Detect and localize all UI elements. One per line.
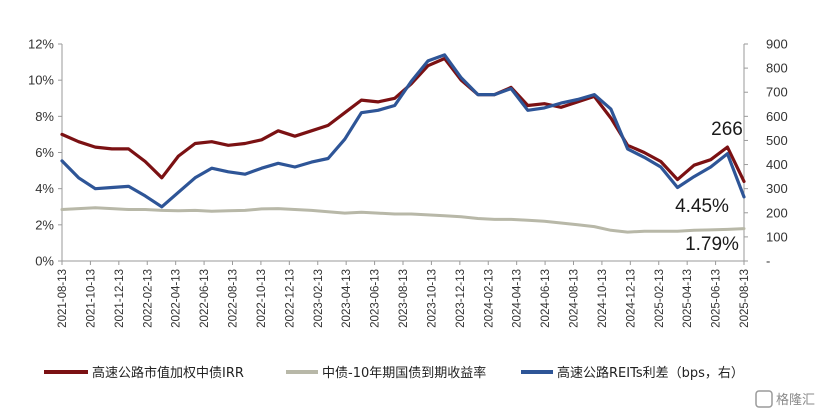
left-tick-label: 8% — [35, 109, 54, 124]
x-tick-label: 2022-06-13 — [199, 269, 211, 328]
x-tick-label: 2021-12-13 — [114, 269, 126, 328]
right-tick-label: 200 — [766, 205, 788, 220]
annotation-spread-latest: 266 — [711, 119, 743, 140]
annotation-irr-latest: 4.45% — [675, 196, 729, 217]
watermark-icon — [755, 390, 773, 408]
x-tick-label: 2022-10-13 — [256, 269, 268, 328]
x-tick-label: 2024-10-13 — [597, 269, 609, 328]
x-tick-label: 2022-02-13 — [142, 269, 154, 328]
series-line-spread — [60, 53, 746, 209]
left-tick-label: 2% — [35, 217, 54, 232]
x-tick-label: 2021-10-13 — [85, 269, 97, 328]
x-tick-label: 2025-04-13 — [682, 269, 694, 328]
left-axis: 0% 2% 4% 6% 8% 10% 12% — [28, 37, 62, 269]
x-tick-label: 2024-04-13 — [512, 269, 524, 328]
x-tick-label: 2024-08-13 — [569, 269, 581, 328]
x-tick-label: 2024-12-13 — [625, 269, 637, 328]
right-tick-label: 900 — [766, 37, 788, 52]
x-tick-label: 2021-08-13 — [57, 269, 69, 328]
right-axis: - 100 200 300 400 500 600 700 800 900 — [744, 37, 788, 269]
right-tick-label: - — [766, 254, 770, 269]
x-tick-label: 2022-12-13 — [284, 269, 296, 328]
watermark: 格隆汇 — [755, 390, 815, 408]
x-tick-label: 2023-04-13 — [341, 269, 353, 328]
series-line-treasury — [60, 206, 746, 234]
legend: 高速公路市值加权中债IRR 中债-10年期国债到期收益率 高速公路REITs利差… — [44, 365, 744, 381]
annotation-treasury-latest: 1.79% — [685, 234, 739, 255]
x-tick-label: 2023-10-13 — [426, 269, 438, 328]
x-tick-label: 2023-12-13 — [455, 269, 467, 328]
right-tick-label: 400 — [766, 157, 788, 172]
x-tick-label: 2024-06-13 — [540, 269, 552, 328]
legend-label-treasury: 中债-10年期国债到期收益率 — [322, 365, 486, 381]
x-tick-label: 2023-08-13 — [398, 269, 410, 328]
left-tick-label: 12% — [28, 37, 54, 52]
left-tick-label: 0% — [35, 254, 54, 269]
x-tick-label: 2023-02-13 — [313, 269, 325, 328]
x-tick-label: 2024-02-13 — [483, 269, 495, 328]
right-tick-label: 500 — [766, 133, 788, 148]
right-tick-label: 600 — [766, 109, 788, 124]
plot-area — [60, 44, 746, 262]
watermark-text: 格隆汇 — [776, 392, 815, 408]
right-tick-label: 700 — [766, 85, 788, 100]
legend-label-irr: 高速公路市值加权中债IRR — [92, 365, 244, 381]
x-tick-label: 2025-06-13 — [711, 269, 723, 328]
legend-label-spread: 高速公路REITs利差（bps，右） — [557, 365, 744, 381]
right-tick-label: 300 — [766, 181, 788, 196]
x-tick-label: 2025-02-13 — [654, 269, 666, 328]
series-line-irr — [60, 56, 746, 183]
right-tick-label: 800 — [766, 61, 788, 76]
x-tick-label: 2022-08-13 — [228, 269, 240, 328]
x-axis: 2021-08-13 2021-10-13 2021-12-13 2022-02-13… — [57, 261, 751, 328]
left-tick-label: 6% — [35, 145, 54, 160]
x-tick-label: 2022-04-13 — [171, 269, 183, 328]
x-tick-label: 2023-06-13 — [370, 269, 382, 328]
x-tick-label: 2025-08-13 — [739, 269, 751, 328]
left-tick-label: 4% — [35, 181, 54, 196]
left-tick-label: 10% — [28, 73, 54, 88]
right-tick-label: 100 — [766, 229, 788, 244]
